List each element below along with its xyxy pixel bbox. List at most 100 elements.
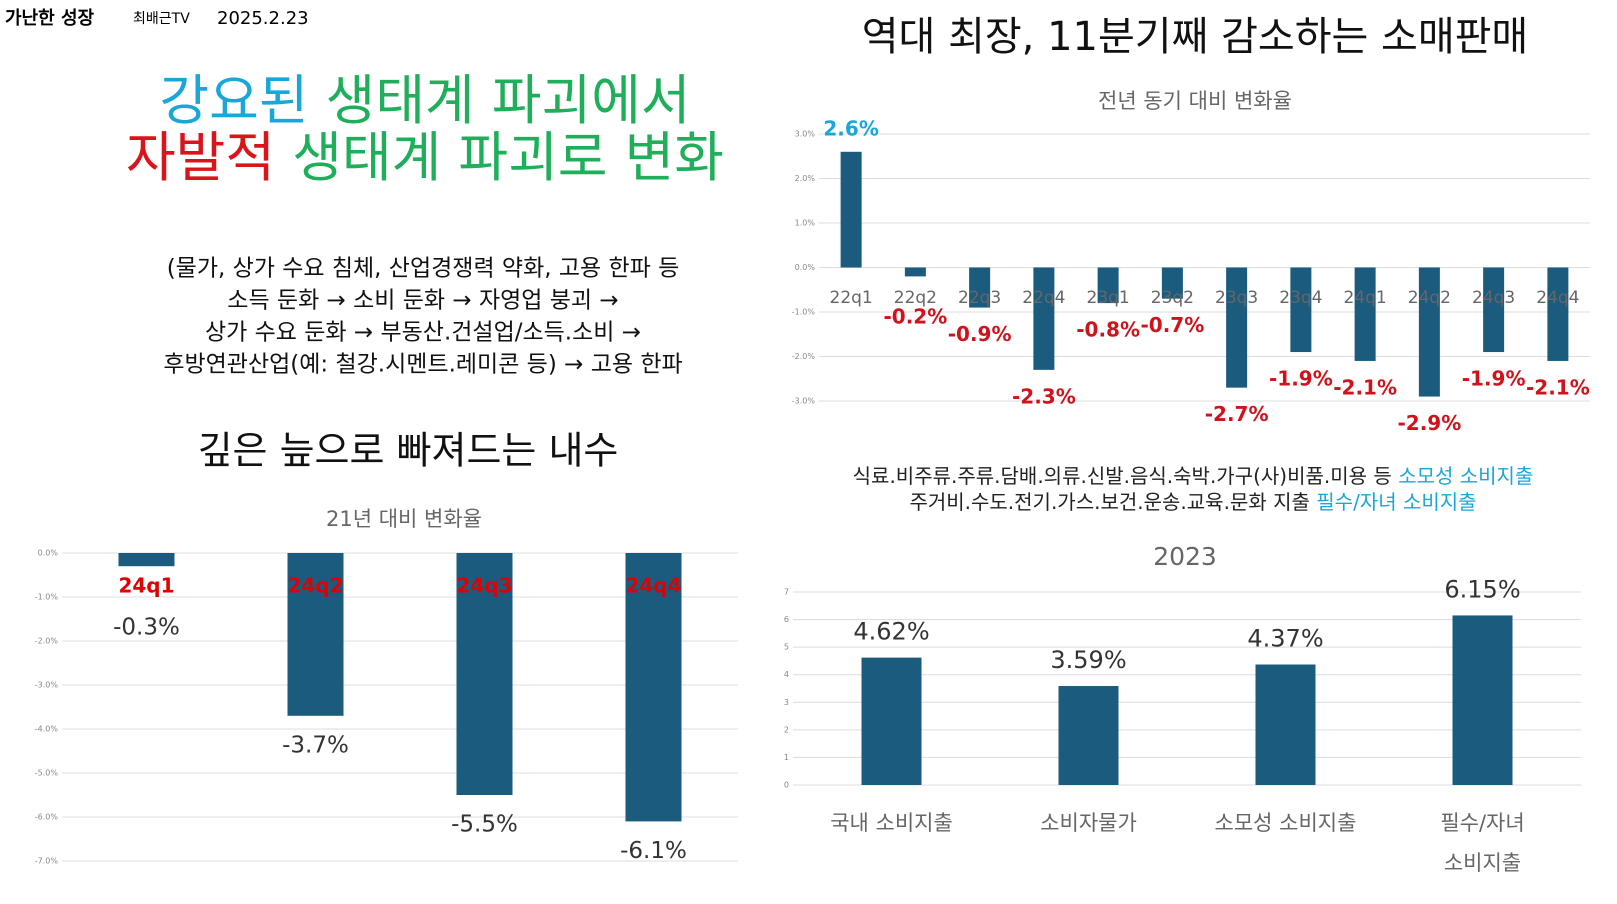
y-tick-label: -2.0%	[792, 352, 816, 361]
header-title: 가난한 성장	[5, 8, 95, 29]
bar	[840, 151, 862, 268]
value-label: 2.6%	[823, 116, 878, 140]
y-tick-label: -7.0%	[35, 857, 59, 866]
bar	[625, 553, 682, 822]
y-tick-label: 0.0%	[38, 549, 59, 558]
bar	[1161, 267, 1183, 299]
y-tick-label: 1	[784, 753, 789, 762]
value-label: 6.15%	[1444, 575, 1520, 603]
bar	[1033, 267, 1055, 370]
y-tick-label: 2	[784, 725, 789, 734]
y-tick-label: -5.0%	[35, 769, 59, 778]
y-tick-label: 1.0%	[795, 219, 816, 228]
x-tick-label: 국내 소비지출	[830, 811, 953, 835]
x-tick-label: 23q4	[1279, 288, 1322, 308]
y-tick-label: -3.0%	[35, 681, 59, 690]
headline: 자발적 생태계 파괴로 변화	[126, 126, 724, 189]
left-heading: 깊은 늪으로 빠져드는 내수	[198, 429, 619, 473]
chart-title: 전년 동기 대비 변화율	[1098, 89, 1292, 113]
value-label: -0.7%	[1140, 313, 1204, 337]
y-tick-label: 6	[784, 615, 789, 624]
bar	[1097, 267, 1119, 304]
y-tick-label: 3.0%	[795, 130, 816, 139]
bar	[1226, 267, 1248, 388]
x-tick-label: 24q4	[625, 574, 681, 598]
note-segment: 소모성 소비지출	[1398, 464, 1533, 488]
value-label: -6.1%	[620, 838, 687, 864]
x-tick-label: 24q2	[287, 574, 343, 598]
value-label: -0.9%	[948, 322, 1012, 346]
value-label: 4.37%	[1247, 625, 1323, 653]
value-label: -1.9%	[1269, 367, 1333, 391]
header-channel: 최배근TV	[133, 11, 190, 27]
bar	[861, 657, 922, 785]
y-tick-label: 2.0%	[795, 174, 816, 183]
value-label: -0.2%	[883, 305, 947, 329]
chart-title: 21년 대비 변화율	[326, 507, 482, 531]
headline: 강요된 생태계 파괴에서	[159, 69, 690, 132]
x-tick-label: 24q1	[1344, 288, 1387, 308]
x-tick-label: 24q3	[1472, 288, 1515, 308]
value-label: -2.1%	[1333, 375, 1397, 399]
y-tick-label: 7	[784, 588, 789, 597]
paragraph-line: 상가 수요 둔화 → 부동산.건설업/소득.소비 →	[205, 320, 641, 346]
value-label: -5.5%	[451, 812, 518, 838]
bar	[1058, 686, 1119, 785]
x-tick-label: 22q3	[958, 288, 1001, 308]
value-label: 4.62%	[853, 618, 929, 646]
x-tick-label: 소모성 소비지출	[1215, 811, 1357, 835]
header-date: 2025.2.23	[217, 8, 309, 29]
headline-segment: 강요된	[159, 69, 308, 132]
x-tick-label: 23q2	[1151, 288, 1194, 308]
note-segment: 주거비.수도.전기.가스.보건.운송.교육.문화 지출	[909, 490, 1316, 514]
bar	[1418, 267, 1440, 397]
bar	[118, 553, 175, 567]
y-tick-label: -6.0%	[35, 813, 59, 822]
y-tick-label: -1.0%	[792, 308, 816, 317]
value-label: -2.9%	[1397, 411, 1461, 435]
value-label: -0.8%	[1076, 318, 1140, 342]
x-tick-label: 22q2	[894, 288, 937, 308]
note-segment: 식료.비주류.주류.담배.의류.신발.음식.숙박.가구(사)비품.미용 등	[853, 464, 1399, 488]
note: 식료.비주류.주류.담배.의류.신발.음식.숙박.가구(사)비품.미용 등 소모…	[853, 464, 1534, 488]
headline-segment: 생태계 파괴에서	[308, 69, 690, 132]
x-tick-label-line: 필수/자녀	[1440, 811, 1524, 835]
value-label: -2.7%	[1205, 402, 1269, 426]
value-label: 3.59%	[1050, 646, 1126, 674]
headline-segment: 자발적	[126, 126, 275, 189]
headline-segment: 생태계 파괴로 변화	[275, 126, 724, 189]
bar	[1483, 267, 1505, 353]
value-label: -0.3%	[113, 615, 180, 641]
x-tick-label: 24q1	[118, 574, 174, 598]
bar	[456, 553, 513, 795]
note-segment: 필수/자녀 소비지출	[1316, 490, 1476, 514]
y-tick-label: 4	[784, 670, 789, 679]
x-tick-label: 24q4	[1536, 288, 1579, 308]
right-heading: 역대 최장, 11분기째 감소하는 소매판매	[862, 14, 1528, 60]
paragraph-line: 후방연관산업(예: 철강.시멘트.레미콘 등) → 고용 한파	[163, 352, 682, 378]
paragraph-line: 소득 둔화 → 소비 둔화 → 자영업 붕괴 →	[227, 288, 618, 314]
bar	[904, 267, 926, 277]
value-label: -3.7%	[282, 732, 349, 758]
y-tick-label: 3	[784, 698, 789, 707]
x-tick-label: 24q2	[1408, 288, 1451, 308]
bar	[969, 267, 991, 308]
bar	[1452, 615, 1513, 785]
y-tick-label: 0.0%	[795, 263, 816, 272]
y-tick-label: 0	[784, 781, 789, 790]
x-tick-label: 22q4	[1022, 288, 1065, 308]
y-tick-label: -2.0%	[35, 637, 59, 646]
x-tick-label: 23q3	[1215, 288, 1258, 308]
y-tick-label: -4.0%	[35, 725, 59, 734]
bar	[1547, 267, 1569, 361]
paragraph-line: (물가, 상가 수요 침체, 산업경쟁력 약화, 고용 한파 등	[167, 256, 680, 282]
value-label: -2.3%	[1012, 384, 1076, 408]
x-tick-label: 22q1	[830, 288, 873, 308]
x-tick-label: 소비자물가	[1040, 811, 1137, 835]
bar	[1354, 267, 1376, 361]
x-tick-label-line: 소비지출	[1444, 851, 1521, 875]
bar	[1255, 664, 1316, 785]
bar	[287, 553, 344, 716]
